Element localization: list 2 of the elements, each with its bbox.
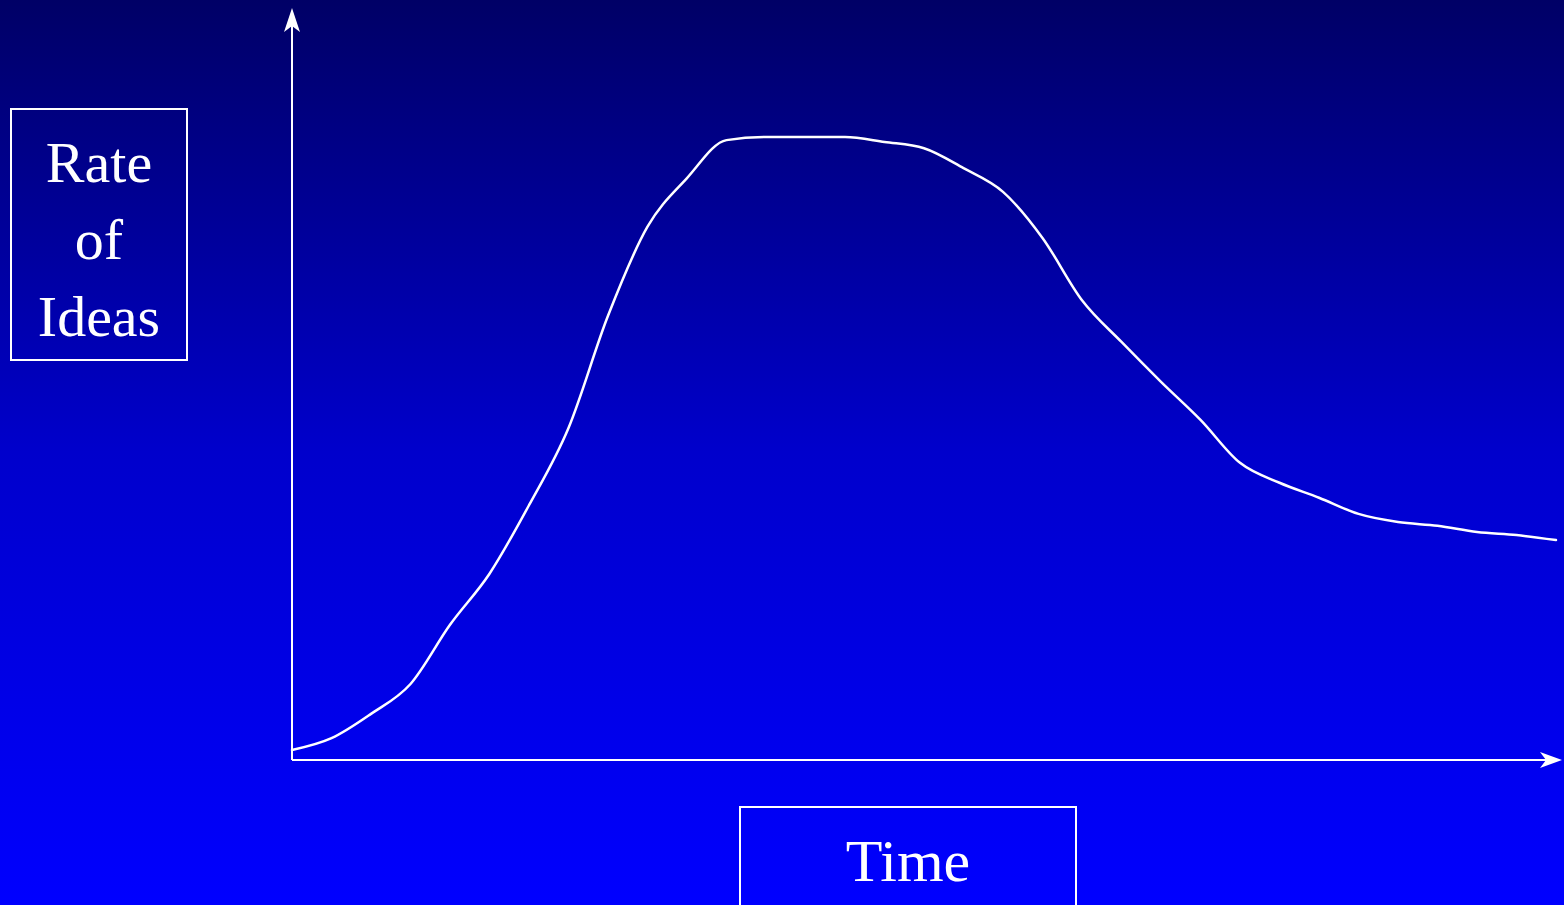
y-axis-title: Rate of Ideas [37,130,161,349]
x-axis-title: Time [845,828,971,894]
